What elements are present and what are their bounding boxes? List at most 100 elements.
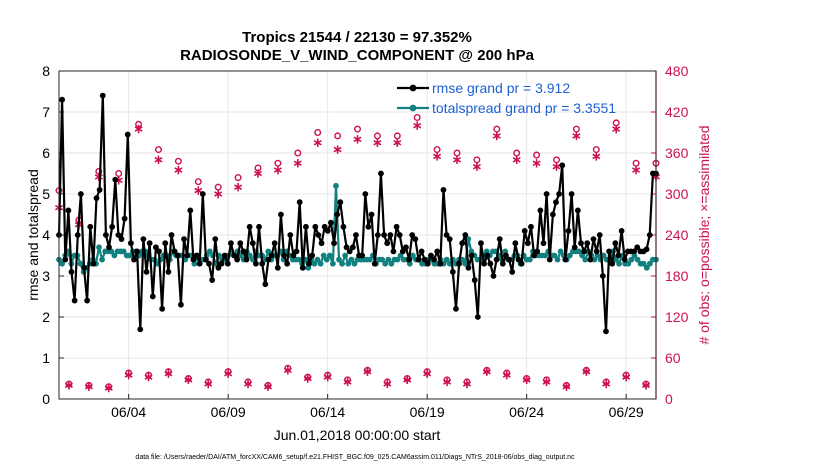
y-tick-label-left: 6 — [42, 145, 50, 161]
rmse-point — [193, 252, 200, 259]
obs-assimilated-marker — [552, 162, 561, 171]
obs-marker-stroke — [283, 367, 292, 374]
obs-marker-stroke — [64, 382, 73, 389]
totalspread-point — [265, 248, 272, 255]
obs-marker-stroke — [532, 160, 541, 167]
y-tick-label-right: 420 — [665, 104, 689, 120]
obs-assimilated-marker — [542, 377, 551, 387]
totalspread-point — [468, 248, 475, 255]
rmse-point — [281, 252, 287, 259]
obs-marker-stroke — [393, 139, 402, 146]
obs-assimilated-marker — [253, 169, 263, 178]
rmse-point — [459, 240, 466, 247]
obs-assimilated-marker — [234, 182, 243, 192]
rmse-point — [112, 176, 119, 183]
totalspread-point — [99, 256, 105, 263]
totalspread-point — [323, 256, 330, 263]
obs-marker-stroke — [472, 163, 481, 170]
rmse-point — [184, 252, 191, 259]
rmse-point — [609, 260, 616, 267]
rmse-point — [334, 211, 341, 218]
rmse-point — [240, 248, 247, 255]
rmse-point — [265, 256, 272, 263]
obs-assimilated-marker — [283, 366, 292, 375]
rmse-point — [203, 256, 209, 263]
obs-assimilated-marker — [363, 367, 372, 376]
obs-assimilated-marker — [134, 124, 143, 134]
rmse-point — [446, 236, 453, 243]
totalspread-point — [379, 256, 386, 263]
totalspread-point — [591, 256, 598, 263]
rmse-point — [190, 256, 197, 263]
obs-marker-stroke — [452, 157, 462, 163]
footer-data-file: data file: /Users/raeder/DAI/ATM_forcXX/… — [135, 454, 575, 461]
obs-assimilated-marker — [64, 381, 73, 390]
y-tick-label-right: 120 — [665, 309, 689, 325]
rmse-point — [518, 260, 525, 267]
rmse-point — [590, 236, 597, 243]
y-tick-label-left: 5 — [42, 186, 50, 202]
rmse-point — [102, 232, 109, 238]
y-tick-label-left: 2 — [42, 309, 50, 325]
rmse-point — [106, 244, 112, 251]
x-tick-label: 06/04 — [111, 404, 146, 420]
rmse-point — [465, 264, 472, 271]
totalspread-point — [443, 256, 450, 263]
rmse-point — [449, 269, 456, 275]
rmse-point — [206, 260, 212, 267]
obs-possible-marker — [234, 174, 242, 182]
rmse-point — [152, 244, 159, 251]
obs-assimilated-marker — [403, 375, 412, 385]
totalspread-point — [542, 252, 549, 259]
obs-marker-stroke — [433, 153, 442, 160]
y-tick-label-right: 360 — [665, 145, 689, 161]
obs-marker-stroke — [234, 184, 243, 190]
chart-title-line2: RADIOSONDE_V_WIND_COMPONENT @ 200 hPa — [180, 47, 535, 64]
obs-assimilated-marker — [632, 165, 641, 175]
legend-rmse-marker — [409, 84, 417, 92]
rmse-point — [312, 223, 319, 230]
x-tick-label: 06/14 — [310, 404, 345, 420]
rmse-point — [187, 207, 194, 214]
totalspread-point — [336, 256, 342, 263]
obs-assimilated-marker — [273, 165, 282, 175]
rmse-point — [393, 223, 400, 230]
rmse-point — [353, 232, 359, 238]
rmse-point — [568, 191, 575, 197]
obs-marker-stroke — [184, 377, 193, 383]
rmse-point — [581, 248, 588, 255]
totalspread-point — [628, 256, 635, 263]
rmse-point — [599, 273, 606, 279]
rmse-point — [337, 199, 344, 206]
rmse-point — [612, 240, 619, 247]
totalspread-point — [311, 260, 318, 267]
rmse-point — [537, 207, 544, 214]
obs-possible-marker — [354, 125, 362, 133]
totalspread-point — [126, 252, 133, 259]
rmse-point — [381, 232, 387, 238]
obs-possible-marker — [174, 157, 182, 165]
rmse-point — [418, 248, 425, 255]
x-tick-label: 06/09 — [211, 404, 246, 420]
totalspread-point — [120, 248, 127, 255]
obs-marker-stroke — [492, 133, 501, 139]
obs-marker-stroke — [84, 383, 93, 390]
obs-assimilated-marker — [184, 375, 193, 385]
totalspread-point — [643, 264, 650, 271]
rmse-point — [499, 260, 506, 267]
obs-marker-stroke — [94, 174, 103, 180]
totalspread-point — [394, 256, 401, 263]
chart-title-line1: Tropics 21544 / 22130 = 97.352% — [242, 29, 472, 46]
x-axis-label: Jun.01,2018 00:00:00 start — [274, 427, 441, 443]
y-tick-label-right: 60 — [665, 350, 681, 366]
rmse-point — [243, 256, 250, 263]
totalspread-point — [320, 252, 327, 259]
obs-marker-stroke — [413, 122, 422, 129]
obs-assimilated-marker — [323, 372, 332, 382]
obs-assimilated-marker — [592, 152, 601, 161]
obs-marker-stroke — [353, 136, 362, 143]
obs-marker-stroke — [253, 170, 263, 177]
rmse-point — [84, 297, 91, 304]
rmse-point — [587, 256, 594, 263]
